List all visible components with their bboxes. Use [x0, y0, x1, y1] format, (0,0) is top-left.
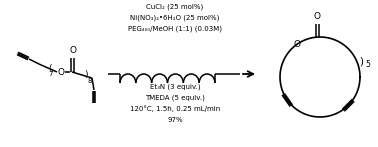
Text: (: ( [48, 64, 52, 72]
Text: O: O [69, 46, 76, 55]
Text: 120°C, 1.5h, 0.25 mL/min: 120°C, 1.5h, 0.25 mL/min [130, 106, 220, 112]
Text: ): ) [84, 70, 87, 78]
Text: O: O [313, 12, 321, 21]
Text: TMEDA (5 equiv.): TMEDA (5 equiv.) [145, 95, 205, 101]
Text: 7: 7 [49, 71, 53, 77]
Text: Et₃N (3 equiv.): Et₃N (3 equiv.) [150, 84, 200, 90]
Text: 5: 5 [365, 60, 370, 69]
Text: O: O [57, 67, 65, 76]
Text: PEG₄₀₀/MeOH (1:1) (0.03M): PEG₄₀₀/MeOH (1:1) (0.03M) [128, 26, 222, 32]
Text: 97%: 97% [167, 117, 183, 123]
Text: O: O [294, 40, 301, 49]
Text: Ni(NO₃)₂•6H₂O (25 mol%): Ni(NO₃)₂•6H₂O (25 mol%) [130, 15, 220, 21]
Text: 8: 8 [87, 78, 91, 84]
Text: ): ) [359, 56, 363, 66]
Text: CuCl₂ (25 mol%): CuCl₂ (25 mol%) [146, 4, 204, 10]
